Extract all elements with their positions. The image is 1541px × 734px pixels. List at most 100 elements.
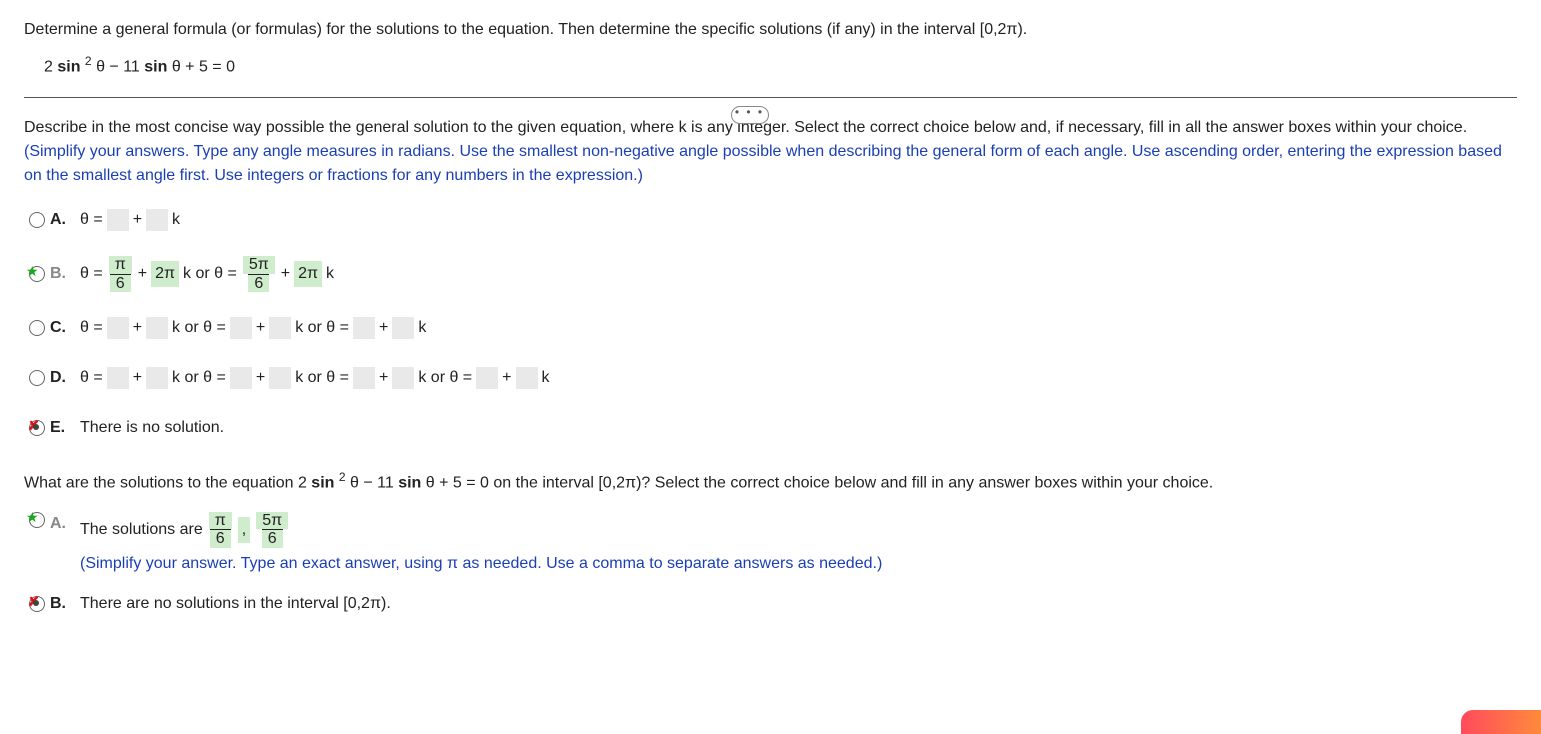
frac-den: 6 [248,274,269,293]
choice-text: The solutions are [80,518,203,542]
answer-fraction: 5π 6 [243,256,275,292]
choice-text: k [418,316,426,340]
divider [24,97,1517,98]
choice-text: k [326,262,334,286]
answer-blank[interactable] [107,367,129,389]
choice-text: There are no solutions in the interval [… [80,592,391,616]
radio-b-correct[interactable] [29,266,45,282]
choice-letter: C. [50,316,80,340]
frac-num: 5π [243,256,275,274]
answer-blank[interactable] [146,317,168,339]
frac-den: 6 [262,529,283,548]
choice-text: + [138,262,147,286]
choice-d: D. θ = + k or θ = + k or θ = + k or θ = … [24,356,1517,400]
choice-text: k [542,366,550,390]
answer-blank[interactable] [107,209,129,231]
part1-intro: Describe in the most concise way possibl… [24,116,1517,140]
answer-blank[interactable] [107,317,129,339]
choice-text: k or θ = [172,366,226,390]
eq-sin: sin [144,58,167,75]
choice-text: θ = [80,208,103,232]
frac-den: 6 [110,274,131,293]
frac-num: π [209,512,232,530]
choice-b: B. θ = π 6 + 2π k or θ = 5π 6 + 2π k [24,248,1517,300]
answer-blank[interactable] [516,367,538,389]
question-equation: 2 sin 2 θ − 11 sin θ + 5 = 0 [44,52,1517,79]
q-sin: sin [398,475,421,492]
choice-e: E. There is no solution. [24,406,1517,450]
answer-value: 2π [294,261,322,287]
answer-fraction: 5π 6 [256,512,288,548]
answer-blank[interactable] [476,367,498,389]
choice-letter: D. [50,366,80,390]
choice-text: + [379,366,388,390]
choice-text: + [502,366,511,390]
choice-text: + [256,316,265,340]
radio-a[interactable] [29,212,45,228]
part2-choices: A. The solutions are π 6 , 5π 6 (Simplif… [24,506,1517,626]
choice-letter: A. [50,512,80,536]
choice-text: k [172,208,180,232]
eq-sin: sin [57,58,80,75]
radio-c[interactable] [29,320,45,336]
choice-2b: B. There are no solutions in the interva… [24,582,1517,626]
answer-value: 2π [151,261,179,287]
part1-instructions: (Simplify your answers. Type any angle m… [24,140,1517,188]
choice-text: + [133,208,142,232]
choice-2a: A. The solutions are π 6 , 5π 6 (Simplif… [24,506,1517,576]
answer-fraction: π 6 [109,256,132,292]
frac-num: π [109,256,132,274]
answer-blank[interactable] [353,317,375,339]
radio-2a-correct[interactable] [29,512,45,528]
choice-note: (Simplify your answer. Type an exact ans… [80,552,882,576]
answer-blank[interactable] [269,317,291,339]
radio-e-incorrect[interactable] [29,420,45,436]
part1-choices: A. θ = + k B. θ = π 6 + 2π k or θ = 5π 6 [24,198,1517,450]
choice-text: k or θ = [418,366,472,390]
answer-comma: , [238,517,250,543]
choice-text: k or θ = [172,316,226,340]
choice-c: C. θ = + k or θ = + k or θ = + k [24,306,1517,350]
answer-blank[interactable] [230,317,252,339]
choice-text: k or θ = [295,316,349,340]
frac-den: 6 [210,529,231,548]
q-sin: sin [311,475,334,492]
expand-button[interactable]: • • • [731,106,769,124]
floating-action-button[interactable] [1461,710,1541,734]
eq-text: θ − 11 [96,58,144,75]
choice-a: A. θ = + k [24,198,1517,242]
answer-blank[interactable] [392,367,414,389]
eq-text: θ + 5 = 0 [172,58,235,75]
answer-blank[interactable] [353,367,375,389]
q-text: θ + 5 = 0 on the interval [0,2π)? Select… [426,475,1213,492]
choice-text: k or θ = [295,366,349,390]
answer-blank[interactable] [392,317,414,339]
choice-text: + [281,262,290,286]
choice-text: + [133,316,142,340]
part2-question: What are the solutions to the equation 2… [24,468,1517,495]
answer-blank[interactable] [269,367,291,389]
choice-letter: E. [50,416,80,440]
choice-text: k or θ = [183,262,237,286]
choice-text: + [256,366,265,390]
answer-blank[interactable] [146,367,168,389]
q-text: θ − 11 [350,475,398,492]
choice-text: + [133,366,142,390]
q-sup: 2 [339,470,346,484]
answer-fraction: π 6 [209,512,232,548]
answer-blank[interactable] [230,367,252,389]
choice-text: There is no solution. [80,416,224,440]
question-prompt: Determine a general formula (or formulas… [24,18,1517,42]
radio-2b-incorrect[interactable] [29,596,45,612]
choice-text: θ = [80,262,103,286]
frac-num: 5π [256,512,288,530]
choice-text: θ = [80,316,103,340]
answer-blank[interactable] [146,209,168,231]
choice-text: θ = [80,366,103,390]
eq-text: 2 [44,58,57,75]
q-text: What are the solutions to the equation 2 [24,475,311,492]
eq-sup: 2 [85,54,92,68]
choice-letter: B. [50,592,80,616]
choice-text: + [379,316,388,340]
radio-d[interactable] [29,370,45,386]
